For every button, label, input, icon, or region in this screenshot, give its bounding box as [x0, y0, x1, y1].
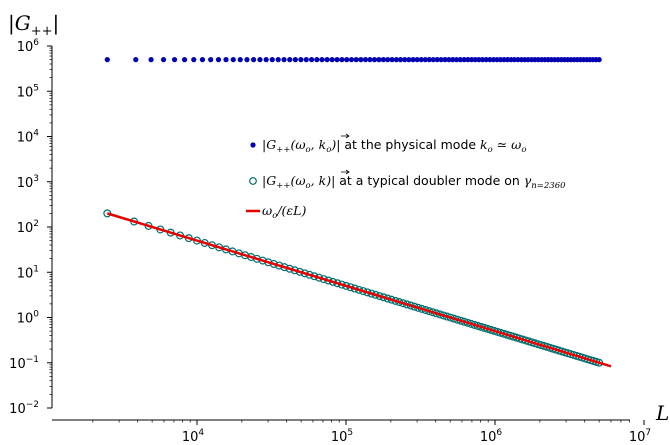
- physical-point: [367, 57, 373, 63]
- physical-point: [446, 57, 452, 63]
- physical-point: [414, 57, 420, 63]
- y-tick-label: 105: [17, 83, 39, 100]
- legend-label-physical: |G++(ωo, ko)| at the physical mode ko ≃ …: [262, 137, 527, 155]
- y-tick-label: 10−2: [9, 400, 39, 417]
- physical-point: [465, 57, 471, 63]
- physical-point: [250, 57, 257, 63]
- physical-point: [191, 57, 197, 63]
- physical-point: [208, 57, 214, 63]
- legend-label-doubler: |G++(ωo, k)| at a typical doubler mode o…: [262, 173, 566, 191]
- physical-point: [181, 57, 188, 63]
- physical-point: [334, 57, 340, 63]
- physical-point: [487, 57, 493, 63]
- physical-point: [438, 57, 444, 63]
- physical-point: [319, 57, 325, 63]
- physical-point: [371, 57, 378, 63]
- physical-point: [314, 57, 320, 63]
- physical-point: [406, 57, 412, 63]
- physical-point: [269, 57, 275, 63]
- legend-marker-physical: [250, 142, 256, 148]
- physical-point: [402, 57, 408, 63]
- physical-point: [385, 57, 391, 63]
- axes: [51, 46, 630, 421]
- x-tick-label: 104: [182, 428, 205, 445]
- physical-point: [223, 57, 229, 63]
- physical-point: [442, 57, 448, 63]
- x-tick-label: 107: [629, 428, 651, 445]
- legend-label-fit: ωo/(εL): [262, 203, 306, 221]
- legend: |G++(ωo, ko)| at the physical mode ko ≃ …: [246, 133, 566, 221]
- physical-point: [422, 57, 428, 63]
- x-tick-label: 105: [331, 428, 353, 445]
- x-ticks: 104 105 106 107: [92, 420, 651, 445]
- physical-point: [353, 57, 359, 63]
- fit-line: [106, 212, 612, 368]
- physical-point: [275, 57, 281, 63]
- physical-point: [472, 57, 478, 63]
- physical-point: [237, 57, 243, 63]
- physical-point: [199, 57, 206, 63]
- physical-point: [410, 57, 416, 63]
- x-tick-label: 106: [480, 428, 503, 445]
- physical-point: [215, 57, 222, 63]
- physical-point: [418, 57, 424, 63]
- physical-point: [303, 57, 309, 63]
- y-axis-title: |G++|: [8, 11, 59, 39]
- physical-point: [490, 57, 497, 63]
- physical-point: [476, 57, 482, 63]
- y-tick-label: 102: [17, 219, 39, 236]
- physical-point: [287, 57, 293, 63]
- physical-point: [171, 57, 178, 63]
- physical-point: [298, 57, 304, 63]
- physical-point: [426, 57, 432, 63]
- physical-point: [397, 57, 404, 63]
- physical-point: [380, 57, 386, 63]
- physical-point: [133, 57, 139, 63]
- physical-point: [344, 57, 350, 63]
- physical-point: [244, 57, 250, 63]
- physical-point: [104, 57, 110, 63]
- physical-point: [389, 57, 395, 63]
- physical-point: [376, 57, 382, 63]
- vec-arrow-2: [341, 169, 350, 175]
- physical-point: [263, 57, 269, 63]
- physical-point: [430, 57, 436, 63]
- y-ticks: 10−2 10−1 100 101 102 103 104 105 106: [9, 38, 52, 417]
- y-tick-label: 10−1: [9, 355, 39, 372]
- physical-point: [339, 57, 345, 63]
- vec-arrow-1: [341, 133, 350, 139]
- physical-point: [348, 57, 355, 63]
- physical-point: [393, 57, 399, 63]
- physical-point: [461, 57, 467, 63]
- physical-point: [434, 57, 440, 63]
- physical-point: [362, 57, 369, 63]
- physical-point: [160, 57, 167, 63]
- physical-point: [468, 57, 475, 63]
- physical-point: [230, 57, 236, 63]
- physical-point: [308, 57, 315, 63]
- series-layer: [103, 57, 612, 368]
- physical-point: [324, 57, 330, 63]
- physical-point: [257, 57, 263, 63]
- physical-point: [479, 57, 486, 63]
- physical-point: [281, 57, 287, 63]
- physical-point: [596, 57, 602, 63]
- x-axis-title: L: [655, 401, 669, 425]
- y-tick-label: 104: [17, 129, 40, 146]
- physical-point: [358, 57, 364, 63]
- physical-point: [457, 57, 463, 63]
- y-tick-label: 103: [17, 174, 39, 191]
- physical-point: [148, 57, 154, 63]
- series-physical: [104, 57, 602, 63]
- physical-point: [453, 57, 460, 63]
- y-tick-label: 106: [17, 38, 40, 55]
- physical-point: [329, 57, 335, 63]
- physical-point: [483, 57, 489, 63]
- y-tick-label: 101: [17, 264, 39, 281]
- physical-point: [292, 57, 298, 63]
- y-tick-label: 100: [17, 310, 40, 327]
- physical-point: [450, 57, 456, 63]
- legend-marker-doubler: [249, 177, 257, 185]
